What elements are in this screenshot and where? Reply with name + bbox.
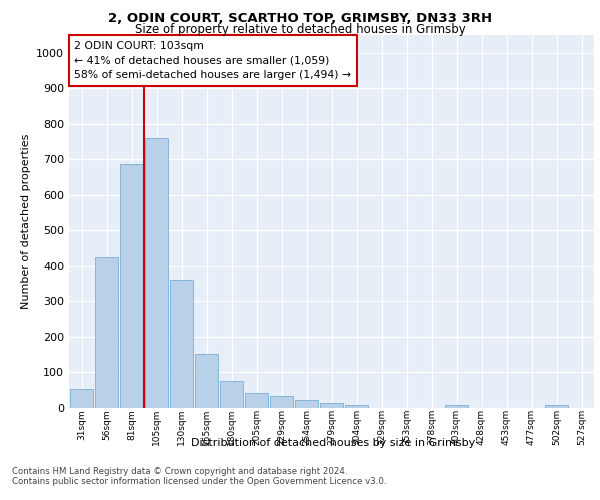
Bar bbox=[170, 280, 193, 407]
Text: Contains HM Land Registry data © Crown copyright and database right 2024.: Contains HM Land Registry data © Crown c… bbox=[12, 468, 347, 476]
Text: 2, ODIN COURT, SCARTHO TOP, GRIMSBY, DN33 3RH: 2, ODIN COURT, SCARTHO TOP, GRIMSBY, DN3… bbox=[108, 12, 492, 26]
Text: 2 ODIN COURT: 103sqm
← 41% of detached houses are smaller (1,059)
58% of semi-de: 2 ODIN COURT: 103sqm ← 41% of detached h… bbox=[74, 40, 352, 80]
Bar bbox=[445, 404, 468, 407]
Text: Distribution of detached houses by size in Grimsby: Distribution of detached houses by size … bbox=[191, 438, 475, 448]
Bar bbox=[70, 389, 93, 407]
Bar bbox=[295, 400, 318, 407]
Bar bbox=[320, 403, 343, 407]
Bar bbox=[220, 381, 243, 407]
Text: Size of property relative to detached houses in Grimsby: Size of property relative to detached ho… bbox=[134, 22, 466, 36]
Text: Contains public sector information licensed under the Open Government Licence v3: Contains public sector information licen… bbox=[12, 478, 386, 486]
Bar bbox=[195, 354, 218, 408]
Bar bbox=[345, 404, 368, 407]
Bar bbox=[145, 138, 168, 407]
Bar bbox=[120, 164, 143, 408]
Y-axis label: Number of detached properties: Number of detached properties bbox=[20, 134, 31, 309]
Bar bbox=[95, 256, 118, 408]
Bar bbox=[270, 396, 293, 407]
Bar bbox=[545, 404, 568, 407]
Bar bbox=[245, 392, 268, 407]
